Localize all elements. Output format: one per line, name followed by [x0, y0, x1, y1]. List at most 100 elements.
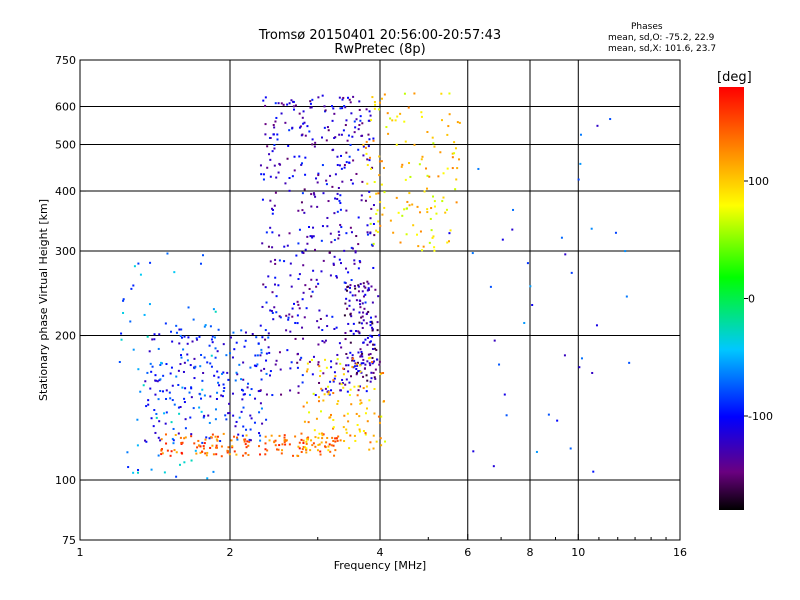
data-point — [227, 378, 230, 381]
data-point — [317, 400, 320, 403]
data-point — [354, 294, 357, 297]
data-point — [272, 133, 275, 136]
data-point — [258, 445, 261, 448]
data-point — [365, 390, 368, 393]
data-point — [170, 450, 173, 453]
data-point — [297, 455, 300, 458]
data-point — [242, 378, 245, 381]
data-point — [344, 124, 347, 127]
data-point — [150, 417, 153, 420]
data-point — [145, 440, 148, 443]
data-point — [278, 259, 281, 262]
data-point — [314, 195, 317, 198]
data-point — [368, 190, 371, 193]
data-point — [247, 453, 250, 456]
data-point — [359, 364, 362, 367]
data-point — [260, 378, 263, 381]
data-point — [403, 120, 406, 123]
data-point — [420, 115, 423, 118]
data-point — [302, 252, 305, 255]
data-point — [333, 137, 336, 140]
data-point — [408, 192, 411, 195]
data-point — [312, 269, 315, 272]
x-axis: 1 2 4 6 8 10 16 — [77, 534, 687, 559]
data-point — [311, 138, 314, 141]
data-point — [441, 200, 444, 203]
data-point — [181, 386, 184, 389]
data-point — [197, 439, 200, 442]
data-point — [296, 366, 299, 369]
data-point — [132, 348, 135, 351]
data-point — [321, 94, 324, 97]
data-point — [122, 311, 125, 314]
data-point — [331, 315, 334, 318]
data-point — [355, 299, 358, 302]
data-point — [325, 179, 328, 182]
data-point — [226, 450, 229, 453]
data-point — [451, 167, 454, 170]
data-point — [347, 134, 350, 137]
data-point — [180, 356, 183, 359]
data-point — [189, 416, 192, 419]
data-point — [203, 394, 206, 397]
data-point — [216, 350, 219, 353]
data-point — [297, 242, 300, 245]
data-point — [369, 232, 372, 235]
data-point — [590, 227, 593, 230]
data-point — [290, 99, 293, 102]
data-point — [345, 364, 348, 367]
data-point — [310, 106, 313, 109]
data-point — [154, 379, 157, 382]
data-point — [362, 143, 365, 146]
data-point — [440, 92, 443, 95]
data-point — [312, 355, 315, 358]
data-point — [358, 311, 361, 314]
data-point — [276, 448, 279, 451]
data-point — [377, 415, 380, 418]
data-point — [274, 363, 277, 366]
data-point — [453, 152, 456, 155]
data-point — [371, 322, 374, 325]
data-point — [374, 315, 377, 318]
data-point — [362, 295, 365, 298]
data-point — [512, 208, 515, 211]
data-point — [330, 389, 333, 392]
data-point — [447, 125, 450, 128]
data-point — [132, 471, 135, 474]
data-point — [177, 432, 180, 435]
data-point — [282, 103, 285, 106]
data-point — [366, 336, 369, 339]
data-point — [354, 126, 357, 129]
data-point — [503, 393, 506, 396]
data-point — [326, 325, 329, 328]
data-point — [320, 441, 323, 444]
data-point — [194, 365, 197, 368]
data-point — [204, 452, 207, 455]
data-point — [191, 340, 194, 343]
data-point — [369, 320, 372, 323]
data-point — [347, 370, 350, 373]
data-point — [340, 346, 343, 349]
data-point — [308, 360, 311, 363]
data-point — [238, 416, 241, 419]
data-point — [240, 410, 243, 413]
data-point — [192, 407, 195, 410]
data-point — [214, 408, 217, 411]
data-point — [290, 361, 293, 364]
data-point — [189, 364, 192, 367]
data-point — [304, 134, 307, 137]
data-point — [278, 234, 281, 237]
data-point — [222, 390, 225, 393]
data-point — [257, 342, 260, 345]
data-point — [320, 270, 323, 273]
data-point — [505, 414, 508, 417]
data-point — [269, 136, 272, 139]
data-point — [339, 439, 342, 442]
data-point — [275, 311, 278, 314]
data-point — [378, 108, 381, 111]
data-point — [165, 411, 168, 414]
data-point — [345, 267, 348, 270]
data-point — [157, 436, 160, 439]
data-point — [352, 95, 355, 98]
data-point — [329, 274, 332, 277]
